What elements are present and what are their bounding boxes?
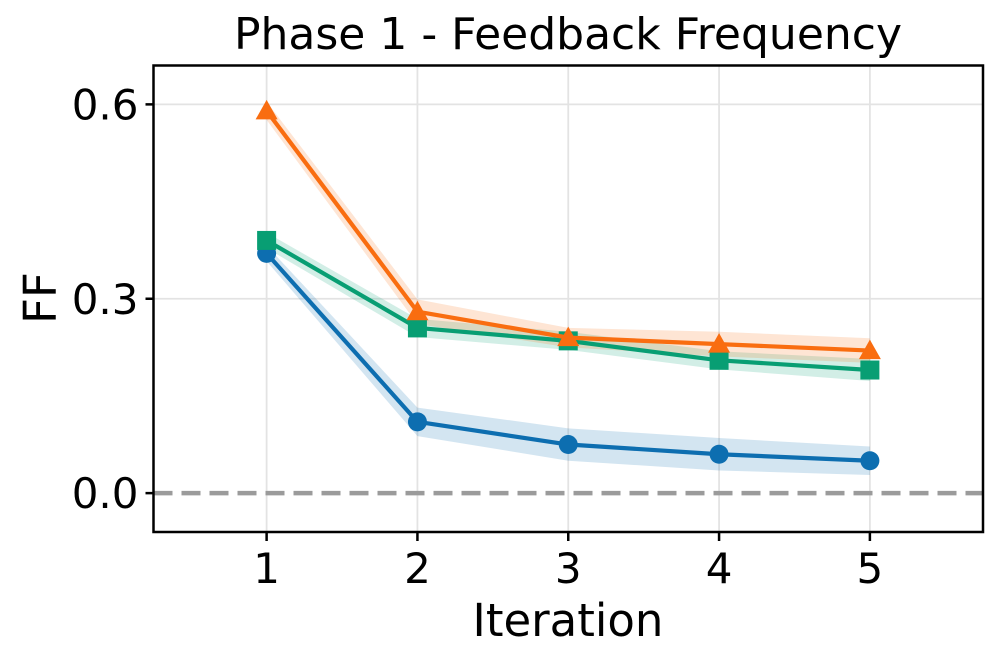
chart-title: Phase 1 - Feedback Frequency [234,9,902,60]
y-tick-label: 0.3 [72,275,139,324]
y-axis-label: FF [14,272,67,324]
marker-square-green [860,360,880,380]
y-tick-label: 0.6 [72,80,139,129]
marker-square-green [257,230,277,250]
marker-triangle-orange [858,339,881,360]
marker-circle-blue [558,435,578,455]
axes-layer [145,64,985,541]
marker-triangle-orange [557,326,580,347]
x-tick-label: 2 [404,544,431,593]
y-tick-label: 0.0 [72,469,139,518]
marker-triangle-orange [406,300,429,321]
marker-triangle-orange [255,99,278,120]
x-tick-label: 1 [253,544,280,593]
confidence-band-orange [266,101,870,363]
marker-square-green [709,350,729,370]
x-tick-label: 5 [857,544,884,593]
tick-label-layer: 0.0 0.3 0.6 1 2 3 4 5 [72,80,884,593]
grid-layer [153,65,983,532]
x-tick-label: 4 [706,544,733,593]
plot-border [152,64,985,534]
marker-circle-blue [407,412,427,432]
marker-square-green [407,318,427,338]
series-layer [255,99,881,471]
x-axis-label: Iteration [473,594,664,647]
marker-circle-blue [860,451,880,471]
marker-circle-blue [709,444,729,464]
marker-triangle-orange [708,333,731,353]
x-tick-label: 3 [555,544,582,593]
